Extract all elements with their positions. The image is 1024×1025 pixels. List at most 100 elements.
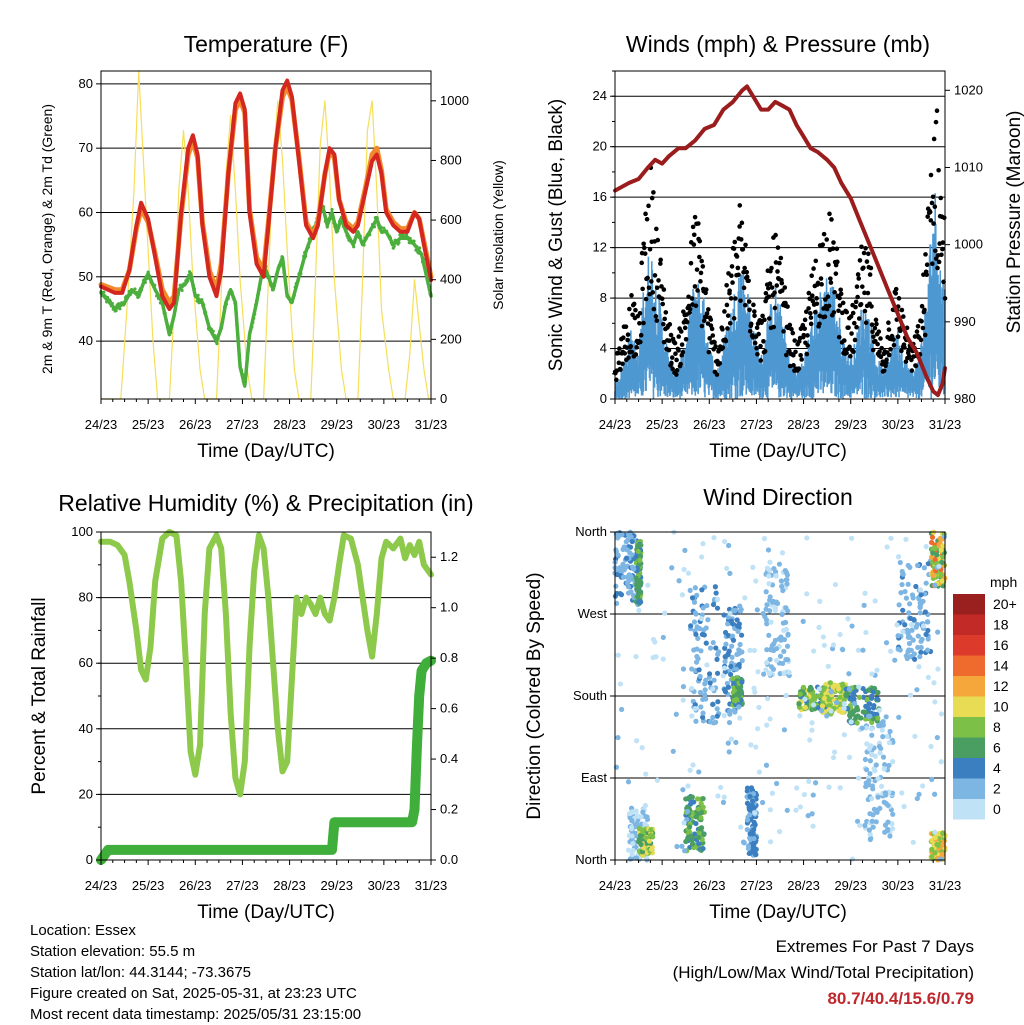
direction-point (780, 660, 786, 667)
direction-point (682, 848, 688, 854)
direction-point (797, 713, 803, 719)
dewpoint-point (191, 284, 195, 288)
dewpoint-point (238, 357, 242, 361)
dewpoint-point (188, 272, 193, 276)
gust-point (808, 315, 814, 320)
gust-point (919, 303, 925, 309)
station-info: Location: Essex Station elevation: 55.5 … (30, 920, 361, 1025)
direction-point (884, 544, 890, 550)
direction-point (627, 856, 633, 862)
gust-point (790, 330, 796, 336)
direction-point (726, 719, 733, 726)
gust-point (922, 307, 927, 313)
temperature-data (98, 70, 434, 400)
direction-point (937, 856, 944, 862)
dewpoint-point (205, 317, 209, 321)
direction-point (701, 632, 707, 638)
direction-point (619, 706, 625, 713)
gust-point (641, 241, 646, 247)
direction-point (824, 713, 830, 719)
dewpoint-point (299, 271, 303, 276)
direction-point (909, 627, 915, 633)
direction-point (765, 547, 772, 553)
gust-point (761, 339, 766, 344)
dewpoint-point (112, 305, 116, 309)
gust-point (725, 326, 730, 331)
direction-point (837, 631, 843, 638)
direction-point (830, 684, 836, 690)
direction-point (713, 590, 719, 596)
direction-point (688, 833, 694, 839)
direction-point (911, 651, 917, 657)
gust-point (746, 299, 752, 304)
direction-point (751, 647, 757, 654)
direction-xtick-label: 28/23 (787, 878, 820, 893)
direction-point (720, 673, 726, 679)
gust-point (621, 335, 626, 341)
dewpoint-point (280, 255, 284, 259)
gust-point (873, 317, 879, 323)
gust-point (695, 288, 700, 293)
direction-point (630, 841, 636, 847)
direction-point (650, 654, 656, 661)
direction-point (855, 647, 862, 653)
gust-point (817, 321, 822, 327)
temperature-title: Temperature (F) (184, 31, 349, 57)
direction-point (617, 590, 623, 597)
humidity-axes: 0 20 40 60 80 100 0.0 0.2 0.4 0.6 0.8 1.0 1.2 24/23 25… (71, 524, 458, 893)
direction-point (881, 762, 888, 768)
direction-point (877, 750, 883, 756)
direction-point (726, 542, 732, 549)
dewpoint-point (287, 297, 292, 301)
direction-point (722, 538, 728, 545)
direction-point (856, 684, 862, 690)
gust-point (936, 167, 941, 173)
gust-point (752, 340, 758, 346)
direction-point (817, 598, 823, 604)
humidity-y2tick-label: 0.2 (440, 802, 458, 817)
gust-point (801, 332, 807, 338)
temperature-ytick-label: 50 (79, 269, 93, 284)
direction-xtick-label: 24/23 (599, 878, 632, 893)
gust-point (844, 309, 850, 315)
direction-point (734, 617, 740, 623)
gust-point (747, 328, 753, 334)
humidity-ytick-label: 60 (79, 655, 93, 670)
direction-point (699, 554, 705, 560)
direction-point (830, 642, 837, 648)
direction-point (918, 649, 924, 655)
gust-point (915, 324, 921, 329)
direction-point (699, 809, 705, 816)
direction-point (634, 813, 640, 819)
dewpoint-point (180, 288, 184, 293)
gust-point (863, 245, 868, 251)
direction-point (689, 841, 696, 847)
dewpoint-point (293, 285, 297, 289)
direction-point (830, 754, 837, 761)
gust-point (870, 329, 875, 335)
direction-point (874, 667, 880, 673)
dewpoint-point (142, 278, 146, 282)
direction-point (627, 810, 633, 816)
direction-point (847, 713, 853, 719)
direction-point (776, 636, 782, 642)
gust-point (869, 322, 875, 327)
direction-point (784, 577, 790, 583)
direction-point (804, 591, 810, 597)
direction-point (767, 559, 773, 565)
dewpoint-point (153, 283, 157, 287)
direction-point (848, 719, 854, 725)
direction-point (638, 542, 644, 548)
direction-point (941, 534, 948, 540)
gust-point (706, 307, 711, 312)
direction-point (748, 742, 754, 748)
direction-point (900, 629, 906, 635)
gust-point (669, 355, 675, 360)
direction-point (869, 818, 875, 824)
direction-point (725, 740, 731, 746)
dewpoint-point (284, 283, 288, 287)
gust-point (933, 119, 939, 125)
direction-point (698, 704, 704, 710)
gust-point (637, 320, 642, 326)
direction-point (687, 767, 693, 773)
